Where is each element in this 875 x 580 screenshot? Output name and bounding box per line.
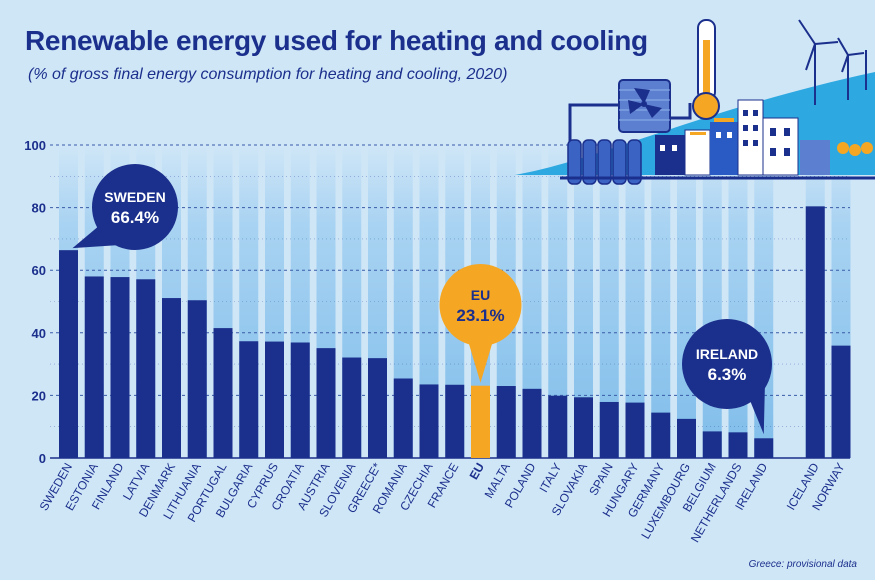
bars — [59, 206, 851, 458]
bar-ireland — [754, 438, 774, 458]
bar-denmark — [162, 298, 181, 458]
callout-name: SWEDEN — [104, 189, 165, 205]
bar-iceland — [805, 206, 825, 458]
callout-value: 66.4% — [111, 208, 159, 227]
category-labels: SWEDENESTONIAFINLANDLATVIADENMARKLITHUAN… — [37, 460, 848, 545]
bar-austria — [316, 348, 336, 458]
callout-bubble — [92, 164, 178, 250]
callout-bubble — [439, 264, 522, 346]
bar-italy — [548, 395, 568, 458]
column-bg — [419, 145, 439, 458]
radiator-icon — [567, 139, 642, 185]
bar-portugal — [213, 328, 233, 458]
bar-slovenia — [342, 357, 362, 458]
callouts: SWEDEN 66.4% EU 23.1% IRELAND 6.3% — [72, 164, 772, 435]
bar-spain — [599, 401, 619, 458]
bar-poland — [522, 388, 542, 458]
bar-norway — [831, 345, 851, 458]
callout-name: IRELAND — [696, 346, 758, 362]
callout-value: 6.3% — [708, 365, 747, 384]
buildings-icon — [655, 99, 873, 176]
bar-cyprus — [265, 341, 284, 458]
callout-sweden: SWEDEN 66.4% — [72, 164, 178, 250]
bar-slovakia — [574, 397, 593, 458]
y-tick-label: 80 — [32, 201, 46, 216]
y-tick-label: 100 — [24, 138, 46, 153]
y-tick-label: 40 — [32, 326, 46, 341]
thermometer-icon — [692, 19, 720, 120]
bar-romania — [393, 378, 413, 458]
callout-pointer — [72, 225, 120, 249]
bar-luxembourg — [677, 418, 696, 458]
callout-ireland: IRELAND 6.3% — [682, 319, 772, 435]
y-axis: 0 20 40 60 80 100 — [24, 138, 46, 466]
y-tick-label: 0 — [39, 451, 46, 466]
column-bg — [548, 145, 568, 458]
bar-bulgaria — [239, 341, 259, 458]
y-tick-label: 20 — [32, 388, 46, 403]
bar-france — [445, 384, 465, 458]
bar-eu — [471, 385, 490, 458]
bar-czechia — [419, 384, 439, 458]
bar-greece — [368, 358, 387, 458]
bar-sweden — [59, 250, 78, 458]
footnote: Greece: provisional data — [748, 559, 857, 570]
bar-estonia — [84, 276, 104, 458]
bar-finland — [110, 277, 130, 458]
callout-bubble — [682, 319, 772, 409]
bar-germany — [651, 412, 671, 458]
heating-illustration — [515, 19, 875, 185]
chart-subtitle: (% of gross final energy consumption for… — [28, 66, 508, 83]
bar-malta — [496, 386, 516, 458]
column-bg — [574, 145, 593, 458]
callout-value: 23.1% — [456, 306, 504, 325]
bar-hungary — [625, 402, 645, 458]
callout-eu: EU 23.1% — [439, 264, 522, 383]
bar-lithuania — [187, 300, 207, 458]
column-bg — [599, 145, 619, 458]
chart-title: Renewable energy used for heating and co… — [25, 25, 648, 56]
category-label: EU — [467, 461, 487, 482]
bar-belgium — [702, 431, 722, 458]
wind-turbine-icon — [798, 19, 867, 105]
y-tick-label: 60 — [32, 263, 46, 278]
bar-netherlands — [728, 432, 748, 458]
bar-latvia — [136, 279, 156, 458]
column-bg — [522, 145, 542, 458]
column-bg — [651, 145, 671, 458]
callout-pointer — [467, 339, 494, 383]
bar-croatia — [290, 342, 310, 458]
callout-name: EU — [471, 287, 490, 303]
fan-icon — [618, 79, 671, 133]
